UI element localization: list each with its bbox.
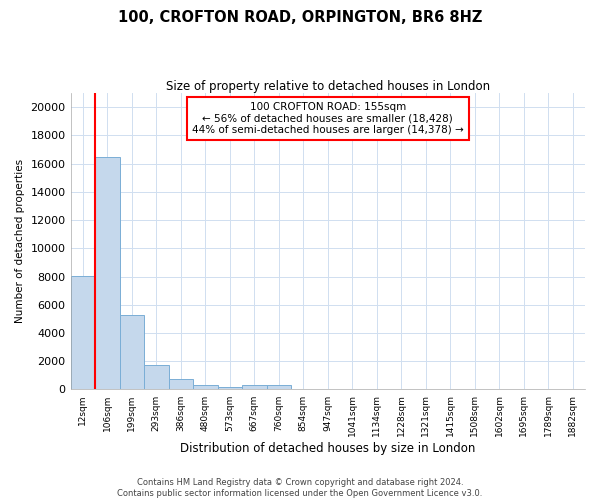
Bar [218, 388, 242, 390]
Bar [95, 156, 119, 390]
Bar [291, 389, 316, 390]
Text: 100 CROFTON ROAD: 155sqm
← 56% of detached houses are smaller (18,428)
44% of se: 100 CROFTON ROAD: 155sqm ← 56% of detach… [192, 102, 464, 135]
Y-axis label: Number of detached properties: Number of detached properties [15, 159, 25, 324]
Title: Size of property relative to detached houses in London: Size of property relative to detached ho… [166, 80, 490, 93]
X-axis label: Distribution of detached houses by size in London: Distribution of detached houses by size … [180, 442, 475, 455]
Bar [169, 379, 193, 390]
Bar [193, 385, 218, 390]
Text: 100, CROFTON ROAD, ORPINGTON, BR6 8HZ: 100, CROFTON ROAD, ORPINGTON, BR6 8HZ [118, 10, 482, 25]
Bar [71, 276, 95, 390]
Bar [242, 385, 266, 390]
Bar [266, 385, 291, 390]
Bar [144, 365, 169, 390]
Bar [119, 314, 144, 390]
Text: Contains HM Land Registry data © Crown copyright and database right 2024.
Contai: Contains HM Land Registry data © Crown c… [118, 478, 482, 498]
